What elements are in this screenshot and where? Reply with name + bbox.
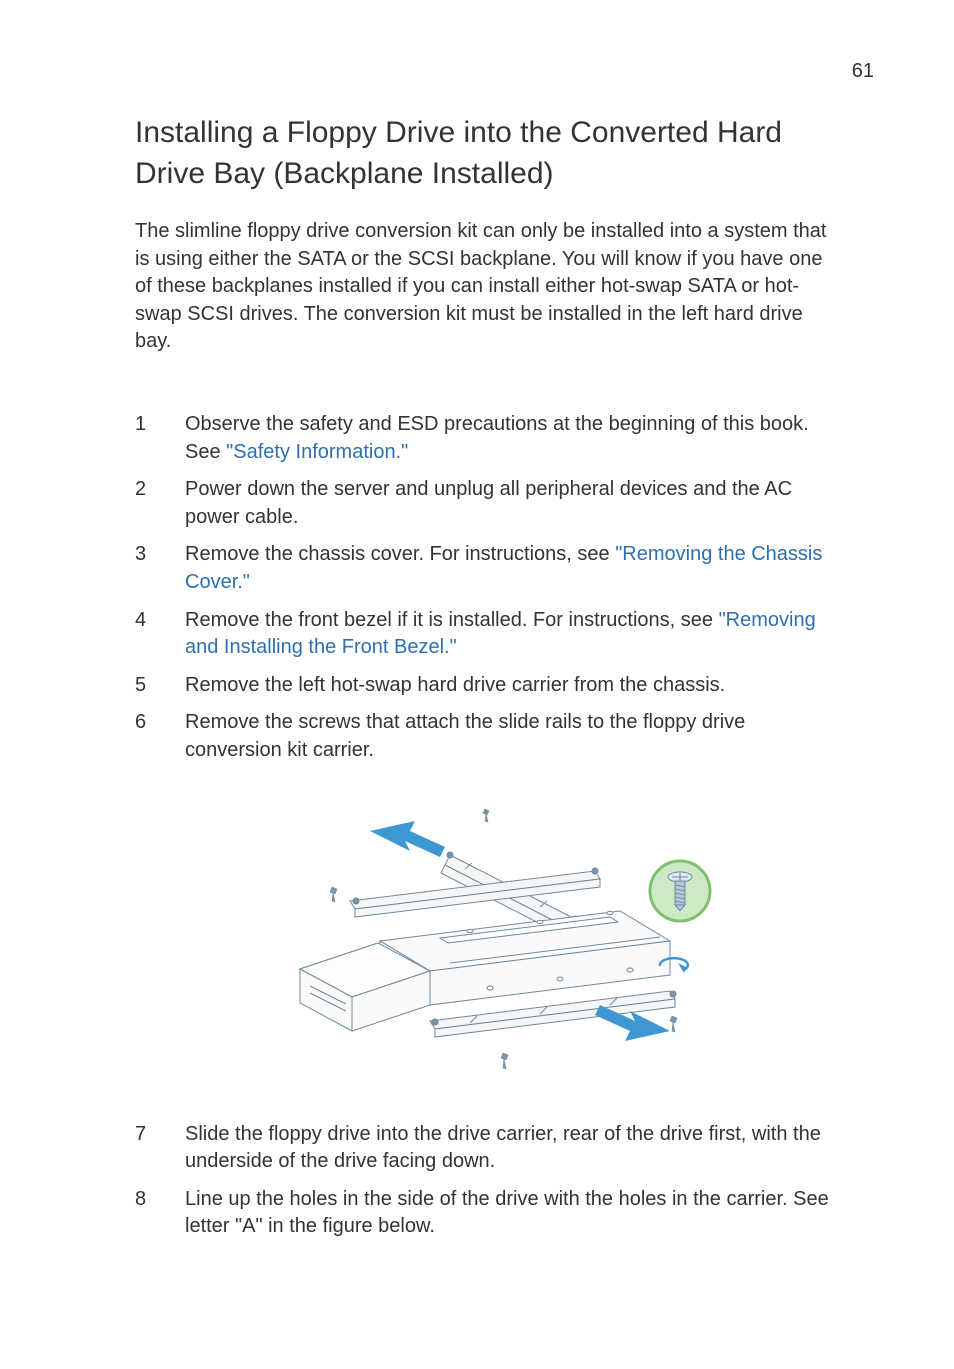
step-text: Remove the chassis cover. For instructio… [185,543,615,565]
screw-top-icon [483,809,489,822]
intro-paragraph: The slimline floppy drive conversion kit… [135,218,844,356]
step-2: Power down the server and unplug all per… [135,476,844,531]
step-4: Remove the front bezel if it is installe… [135,607,844,662]
step-7: Slide the floppy drive into the drive ca… [135,1121,844,1176]
step-8: Line up the holes in the side of the dri… [135,1186,844,1241]
steps-list-continued: Slide the floppy drive into the drive ca… [135,1121,844,1241]
screw-detail-callout [650,861,710,921]
screw-lower-right-icon [670,1016,677,1032]
step-1: Observe the safety and ESD precautions a… [135,411,844,466]
step-text: Remove the front bezel if it is installe… [185,609,719,631]
remove-arrow-top [370,821,445,857]
page-number: 61 [135,60,874,83]
drive-carrier-figure [240,791,740,1091]
safety-information-link[interactable]: "Safety Information." [226,441,408,463]
screw-lower-left-icon [501,1053,508,1069]
step-5: Remove the left hot-swap hard drive carr… [135,672,844,700]
step-6: Remove the screws that attach the slide … [135,709,844,764]
step-3: Remove the chassis cover. For instructio… [135,541,844,596]
screw-left-icon [330,887,337,902]
page: 61 Installing a Floppy Drive into the Co… [0,0,954,1361]
steps-list: Observe the safety and ESD precautions a… [135,411,844,765]
page-title: Installing a Floppy Drive into the Conve… [135,113,844,194]
